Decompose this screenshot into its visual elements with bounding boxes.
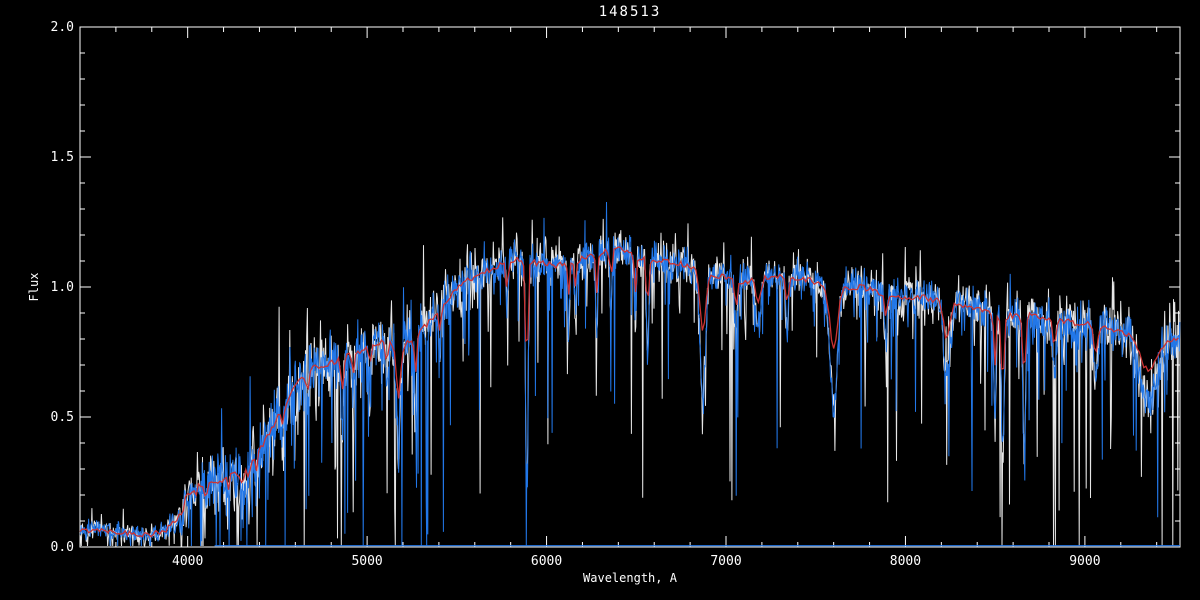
- x-tick-label: 4000: [172, 554, 203, 569]
- y-tick-label: 1.5: [51, 150, 74, 165]
- axis-ticks: [79, 26, 1180, 548]
- axis-tick-labels: 4000 5000 6000 7000 8000 9000 0.0 0.5 1.0 1.5 2.0: [51, 20, 1101, 569]
- x-tick-label: 7000: [710, 554, 741, 569]
- y-axis-label: Flux: [27, 273, 41, 302]
- x-tick-label: 8000: [890, 554, 921, 569]
- spectrum-traces: [79, 201, 1181, 548]
- observed-spectrum-underlay: [79, 217, 1181, 548]
- y-tick-label: 2.0: [51, 20, 74, 35]
- x-axis-label: Wavelength, A: [583, 571, 678, 585]
- y-tick-label: 1.0: [51, 280, 74, 295]
- y-tick-label: 0.5: [51, 410, 74, 425]
- y-tick-label: 0.0: [51, 540, 74, 555]
- chart-title: 148513: [599, 4, 662, 20]
- x-tick-label: 6000: [531, 554, 562, 569]
- plot-border: [79, 26, 1181, 548]
- x-tick-label: 9000: [1069, 554, 1100, 569]
- template-fit-line: [79, 246, 1179, 538]
- x-tick-label: 5000: [351, 554, 382, 569]
